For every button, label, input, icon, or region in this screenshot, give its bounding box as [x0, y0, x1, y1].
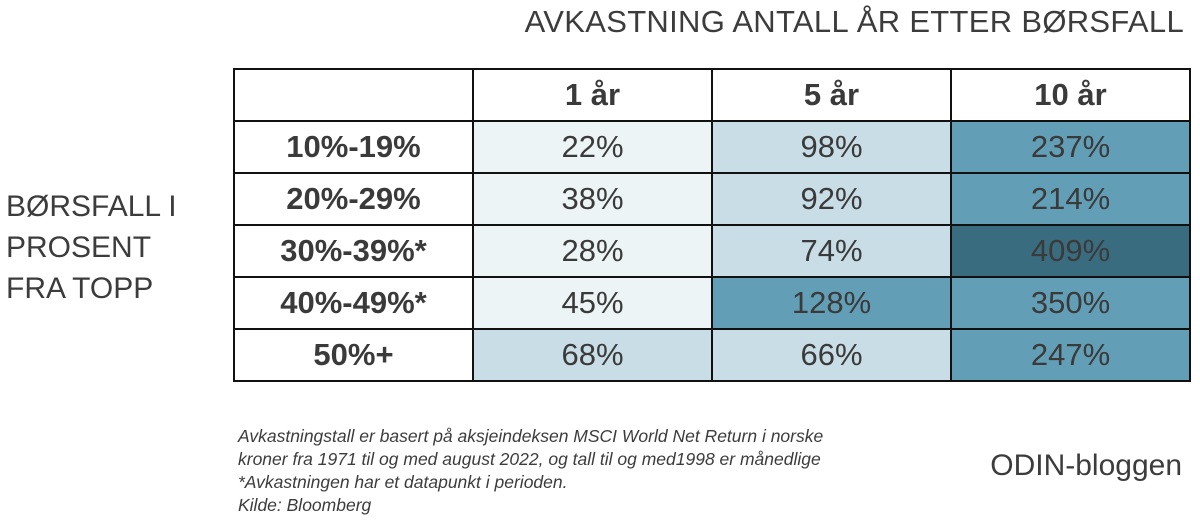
chart-title: AVKASTNING ANTALL ÅR ETTER BØRSFALL	[524, 4, 1184, 39]
value-cell: 350%	[950, 276, 1191, 330]
table-row: 20%-29% 38% 92% 214%	[233, 172, 1191, 226]
row-header: 50%+	[233, 328, 474, 382]
row-header: 40%-49%*	[233, 276, 474, 330]
column-header: 1 år	[472, 68, 713, 122]
value-cell: 237%	[950, 120, 1191, 174]
value-cell: 98%	[711, 120, 952, 174]
value-cell: 68%	[472, 328, 713, 382]
footnote-line: Avkastningstall er basert på aksjeindeks…	[238, 426, 824, 446]
value-cell: 28%	[472, 224, 713, 278]
row-header: 10%-19%	[233, 120, 474, 174]
row-axis-label: BØRSFALL I PROSENT FRA TOPP	[6, 186, 177, 309]
corner-cell	[233, 68, 474, 122]
header-row: 1 år 5 år 10 år	[233, 68, 1191, 122]
row-header: 20%-29%	[233, 172, 474, 226]
value-cell: 45%	[472, 276, 713, 330]
table-row: 10%-19% 22% 98% 237%	[233, 120, 1191, 174]
row-axis-label-line: PROSENT	[6, 231, 152, 264]
brand-label: ODIN-bloggen	[990, 449, 1182, 482]
column-header: 5 år	[711, 68, 952, 122]
row-header: 30%-39%*	[233, 224, 474, 278]
footnote-line: Kilde: Bloomberg	[238, 495, 372, 515]
value-cell: 247%	[950, 328, 1191, 382]
footnote-line: kroner fra 1971 til og med august 2022, …	[238, 449, 821, 469]
table-row: 30%-39%* 28% 74% 409%	[233, 224, 1191, 278]
value-cell: 22%	[472, 120, 713, 174]
row-axis-label-line: BØRSFALL I	[6, 190, 177, 223]
value-cell: 409%	[950, 224, 1191, 278]
returns-heatmap-table: 1 år 5 år 10 år 10%-19% 22% 98% 237% 20%…	[233, 68, 1191, 382]
value-cell: 214%	[950, 172, 1191, 226]
footnote-line: *Avkastningen har et datapunkt i periode…	[238, 472, 568, 492]
table-row: 40%-49%* 45% 128% 350%	[233, 276, 1191, 330]
column-header: 10 år	[950, 68, 1191, 122]
footnote: Avkastningstall er basert på aksjeindeks…	[238, 425, 823, 517]
value-cell: 92%	[711, 172, 952, 226]
row-axis-label-line: FRA TOPP	[6, 272, 154, 305]
table-row: 50%+ 68% 66% 247%	[233, 328, 1191, 382]
value-cell: 128%	[711, 276, 952, 330]
value-cell: 74%	[711, 224, 952, 278]
value-cell: 38%	[472, 172, 713, 226]
value-cell: 66%	[711, 328, 952, 382]
